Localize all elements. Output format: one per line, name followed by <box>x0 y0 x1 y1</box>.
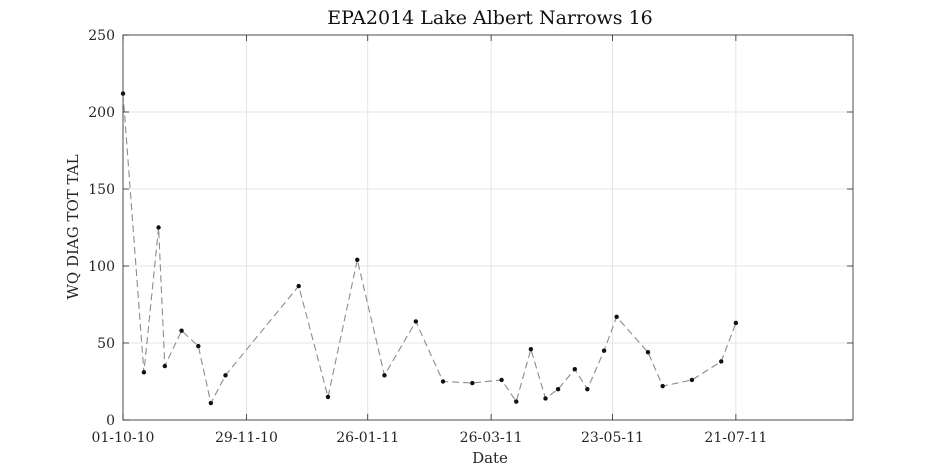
data-point <box>601 348 607 353</box>
data-point <box>543 396 548 401</box>
x-tick-label: 29-11-10 <box>215 430 278 446</box>
data-point <box>179 328 184 333</box>
data-point <box>196 343 201 349</box>
data-point <box>499 377 504 383</box>
data-point <box>585 387 590 392</box>
data-point <box>162 363 168 369</box>
y-tick-label: 250 <box>88 28 115 44</box>
x-tick-label: 01-10-10 <box>92 430 155 446</box>
data-point <box>614 314 619 320</box>
data-point <box>733 320 739 326</box>
x-tick-label: 26-01-11 <box>336 430 399 446</box>
x-tick-label: 23-05-11 <box>581 430 644 446</box>
y-tick-label: 100 <box>88 259 115 275</box>
y-tick-label: 150 <box>88 182 115 198</box>
data-point <box>719 359 724 364</box>
plot-frame <box>122 34 854 421</box>
x-tick-label: 21-07-11 <box>704 430 767 446</box>
data-point <box>660 383 665 389</box>
chart-title: EPA2014 Lake Albert Narrows 16 <box>327 7 653 29</box>
x-axis-label: Date <box>472 449 508 467</box>
data-point <box>645 350 651 355</box>
data-point <box>120 91 126 96</box>
data-series <box>120 91 739 406</box>
data-point <box>223 373 228 378</box>
data-point <box>440 379 446 384</box>
y-axis-label: WQ DIAG TOT TAL <box>64 154 82 299</box>
data-point <box>355 257 360 263</box>
data-point <box>514 399 519 404</box>
data-point <box>156 225 161 230</box>
x-tick-label: 26-03-11 <box>460 430 523 446</box>
axis-ticks: 01-10-10 29-11-10 26-01-11 26-03-11 23-05-11… <box>88 28 853 446</box>
data-point <box>296 283 301 289</box>
data-point <box>382 373 387 378</box>
data-point <box>325 394 331 400</box>
y-tick-label: 50 <box>97 336 115 352</box>
data-point <box>689 377 695 383</box>
data-point <box>141 370 147 375</box>
data-point <box>572 366 578 372</box>
series-line <box>122 93 737 405</box>
data-point <box>470 380 475 386</box>
y-tick-label: 0 <box>106 413 115 429</box>
data-point <box>528 346 534 352</box>
data-point <box>208 400 214 406</box>
data-point <box>555 387 561 392</box>
data-point <box>413 319 419 324</box>
y-tick-label: 200 <box>88 105 115 121</box>
